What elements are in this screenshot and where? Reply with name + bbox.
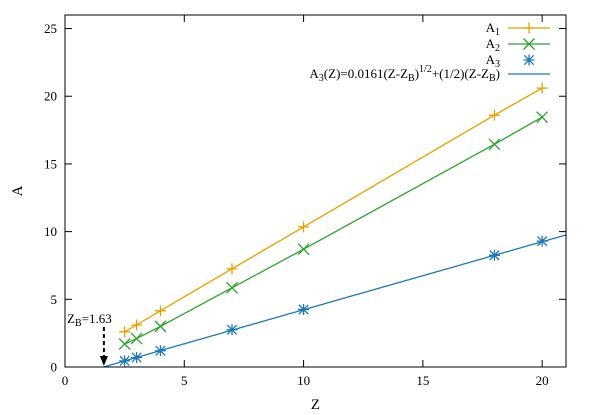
x-tick-label: 5 bbox=[181, 373, 188, 388]
data-point-a2 bbox=[226, 281, 238, 294]
y-tick-label: 20 bbox=[44, 89, 57, 104]
fit-label-sub: B bbox=[408, 73, 415, 84]
zb-annotation-main: Z bbox=[67, 311, 75, 326]
legend-label: A1 bbox=[486, 20, 500, 38]
legend-marker-a1 bbox=[523, 22, 535, 34]
data-point-a2 bbox=[536, 111, 549, 124]
x-tick-label: 10 bbox=[297, 373, 310, 388]
data-point-a1 bbox=[154, 305, 166, 317]
data-point-a1 bbox=[488, 109, 500, 121]
y-axis-label: A bbox=[10, 185, 26, 196]
y-tick-label: 0 bbox=[51, 360, 58, 375]
data-point-a1 bbox=[226, 263, 238, 275]
zb-annotation-arrowhead bbox=[99, 356, 108, 366]
data-point-a3 bbox=[226, 324, 238, 336]
legend-label: A3 bbox=[486, 52, 500, 70]
data-point-a3 bbox=[488, 249, 500, 261]
x-tick-label: 15 bbox=[416, 373, 429, 388]
data-point-a3 bbox=[131, 352, 143, 364]
data-point-a1 bbox=[298, 221, 310, 233]
fit-curve-a3 bbox=[103, 234, 567, 368]
data-point-a3 bbox=[298, 303, 310, 315]
y-tick-label: 25 bbox=[44, 21, 57, 36]
data-point-a2 bbox=[488, 138, 501, 151]
x-axis-label: Z bbox=[311, 397, 320, 413]
legend-label-sub: 2 bbox=[495, 43, 500, 54]
legend-label: A3(Z)=0.0161(Z-ZB)1/2+(1/2)(Z-ZB) bbox=[309, 64, 500, 84]
data-point-a3 bbox=[154, 345, 166, 357]
data-point-a3 bbox=[536, 235, 548, 247]
fit-label-sub: B bbox=[489, 73, 496, 84]
legend-label-main: A bbox=[486, 36, 496, 51]
fit-label-part: ) bbox=[496, 66, 500, 81]
series-markers bbox=[118, 82, 549, 367]
data-point-a1 bbox=[536, 82, 548, 94]
data-point-a1 bbox=[119, 326, 131, 338]
series-line-a1 bbox=[124, 87, 543, 333]
fit-label-sup: 1/2 bbox=[419, 64, 432, 75]
legend-label-sub: 1 bbox=[495, 27, 500, 38]
legend-label-main: A bbox=[486, 20, 496, 35]
data-point-a2 bbox=[118, 338, 131, 350]
data-point-a2 bbox=[297, 243, 310, 256]
data-point-a2 bbox=[130, 332, 143, 345]
y-tick-label: 5 bbox=[51, 292, 58, 307]
fit-label-part: A bbox=[309, 66, 319, 81]
fit-label-sub: 3 bbox=[319, 73, 324, 84]
y-tick-label: 15 bbox=[44, 156, 57, 171]
zb-annotation-value: =1.63 bbox=[82, 311, 112, 326]
zb-annotation-sub: B bbox=[75, 318, 82, 329]
data-point-a2 bbox=[154, 320, 167, 333]
legend-marker-a3 bbox=[523, 54, 535, 66]
fit-label-part: +(1/2)(Z-Z bbox=[432, 66, 489, 81]
legend-label: A2 bbox=[486, 36, 500, 54]
plot-frame bbox=[64, 14, 567, 368]
legend-label-main: A bbox=[486, 52, 496, 67]
legend-marker-a2 bbox=[523, 38, 535, 50]
axis-ticks: 0 5 10 15 20 0 5 10 15 20 25 bbox=[44, 15, 566, 388]
y-tick-label: 10 bbox=[44, 224, 57, 239]
fit-label-part: (Z)=0.0161(Z-Z bbox=[324, 66, 408, 81]
x-tick-label: 20 bbox=[536, 373, 549, 388]
zb-annotation-label: ZB=1.63 bbox=[67, 311, 112, 329]
zb-annotation: ZB=1.63 bbox=[67, 311, 112, 366]
legend-label-sub: 3 bbox=[495, 59, 500, 70]
data-point-a1 bbox=[131, 319, 143, 331]
fit-label-part: ) bbox=[415, 66, 419, 81]
series-line-a2 bbox=[124, 116, 543, 345]
data-point-a3 bbox=[119, 355, 131, 367]
series-lines bbox=[103, 87, 567, 368]
x-tick-label: 0 bbox=[62, 373, 69, 388]
